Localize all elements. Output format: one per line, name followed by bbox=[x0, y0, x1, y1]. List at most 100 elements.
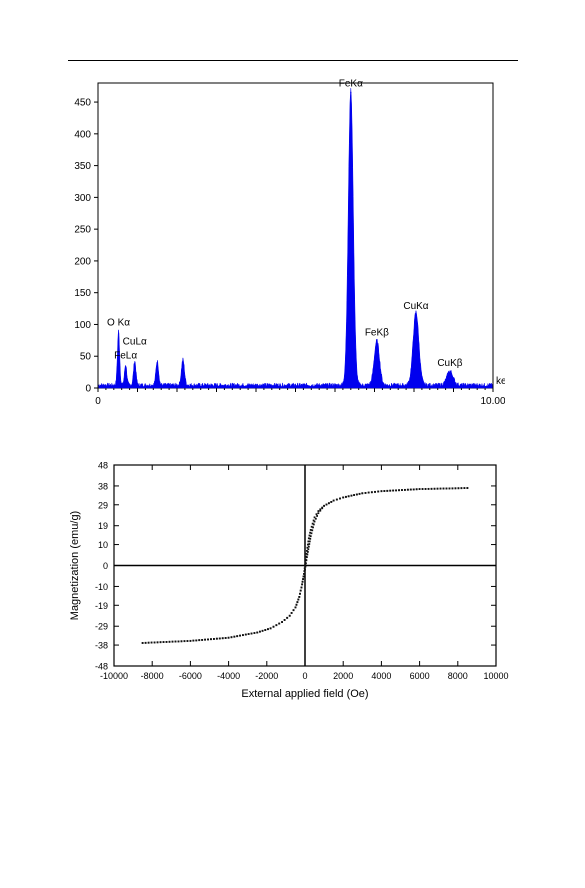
y-tick-label: 0 bbox=[103, 561, 108, 571]
data-point bbox=[342, 496, 345, 499]
data-point bbox=[189, 639, 192, 642]
data-point bbox=[319, 509, 322, 512]
data-point bbox=[306, 550, 309, 553]
data-point bbox=[306, 556, 308, 559]
peak-apex-5 bbox=[350, 91, 352, 94]
data-point bbox=[244, 633, 247, 636]
data-point bbox=[207, 638, 209, 641]
data-point bbox=[165, 641, 168, 643]
data-point bbox=[335, 498, 338, 501]
data-point bbox=[421, 488, 424, 490]
x-tick-label: 2000 bbox=[333, 671, 353, 681]
data-point bbox=[210, 638, 212, 641]
data-point bbox=[227, 636, 230, 639]
loop-branch-ascending bbox=[141, 487, 469, 644]
data-point bbox=[298, 596, 301, 598]
data-point bbox=[299, 589, 302, 592]
data-point bbox=[412, 488, 415, 491]
plot-frame bbox=[97, 82, 494, 389]
y-axis-title: Magnetization (emu/g) bbox=[69, 511, 81, 620]
data-point bbox=[224, 637, 227, 639]
data-point bbox=[303, 567, 306, 570]
data-point bbox=[321, 507, 324, 510]
y-tick-label: 350 bbox=[74, 161, 91, 172]
data-point bbox=[315, 513, 318, 516]
data-point bbox=[204, 638, 206, 641]
data-point bbox=[303, 572, 305, 575]
data-point bbox=[442, 487, 445, 490]
data-point bbox=[174, 640, 177, 643]
y-tick-label: 48 bbox=[98, 461, 108, 471]
data-point bbox=[233, 635, 236, 638]
y-tick-label: -38 bbox=[95, 641, 108, 651]
data-point bbox=[409, 488, 412, 491]
data-point bbox=[267, 628, 269, 631]
data-point bbox=[304, 564, 306, 567]
data-point bbox=[389, 489, 392, 492]
data-point bbox=[278, 622, 281, 625]
data-point bbox=[307, 540, 310, 543]
data-point bbox=[308, 534, 311, 537]
peak-annotation: FeLα bbox=[114, 351, 137, 362]
data-point bbox=[433, 487, 436, 490]
data-point bbox=[398, 489, 400, 492]
data-point bbox=[198, 639, 201, 642]
y-tick-label: 38 bbox=[98, 481, 108, 491]
data-point bbox=[308, 540, 311, 543]
data-point bbox=[301, 580, 304, 583]
y-tick-label: 450 bbox=[74, 98, 91, 109]
data-point bbox=[332, 499, 335, 502]
data-point bbox=[327, 502, 330, 505]
y-tick-label: 29 bbox=[98, 500, 108, 510]
data-point bbox=[302, 578, 304, 581]
data-point bbox=[370, 491, 373, 494]
data-point bbox=[317, 510, 320, 512]
data-point bbox=[272, 625, 275, 628]
data-point bbox=[305, 562, 307, 565]
x-tick-label: 6000 bbox=[410, 671, 430, 681]
spectrum-area bbox=[98, 88, 493, 389]
data-point bbox=[454, 487, 457, 490]
data-point bbox=[353, 494, 356, 496]
data-point bbox=[177, 640, 180, 643]
data-point bbox=[323, 504, 325, 507]
x-tick-label: 4000 bbox=[371, 671, 391, 681]
page-header-rule bbox=[68, 60, 518, 61]
x-tick-label: -4000 bbox=[217, 671, 240, 681]
data-point bbox=[316, 515, 318, 517]
data-point bbox=[457, 487, 460, 490]
data-point bbox=[183, 640, 186, 643]
data-point bbox=[451, 487, 454, 490]
data-point bbox=[192, 639, 195, 642]
data-point bbox=[147, 641, 150, 644]
data-point bbox=[311, 529, 314, 532]
data-point bbox=[159, 641, 162, 644]
data-point bbox=[305, 559, 308, 562]
data-point bbox=[313, 520, 316, 523]
data-point bbox=[141, 642, 144, 644]
data-point bbox=[307, 537, 310, 540]
y-tick-label: 400 bbox=[74, 129, 91, 140]
data-point bbox=[250, 632, 253, 635]
data-point bbox=[290, 612, 293, 614]
data-point bbox=[430, 487, 433, 490]
data-point bbox=[309, 535, 312, 538]
peak-apex-3 bbox=[156, 363, 158, 365]
data-point bbox=[261, 629, 264, 632]
data-point bbox=[345, 495, 347, 498]
data-point bbox=[304, 565, 307, 568]
peak-apex-7 bbox=[415, 314, 417, 316]
x-tick-label: 8000 bbox=[448, 671, 468, 681]
data-point bbox=[259, 630, 261, 633]
data-point bbox=[436, 487, 439, 490]
data-point bbox=[424, 488, 427, 490]
data-point bbox=[230, 636, 233, 639]
data-point bbox=[309, 537, 312, 540]
data-point bbox=[156, 641, 159, 644]
data-point bbox=[242, 634, 244, 637]
data-point bbox=[296, 601, 299, 604]
data-point bbox=[317, 512, 320, 515]
data-point bbox=[313, 516, 316, 519]
x-tick-label: -2000 bbox=[255, 671, 278, 681]
x-tick-label: 10000 bbox=[483, 671, 508, 681]
